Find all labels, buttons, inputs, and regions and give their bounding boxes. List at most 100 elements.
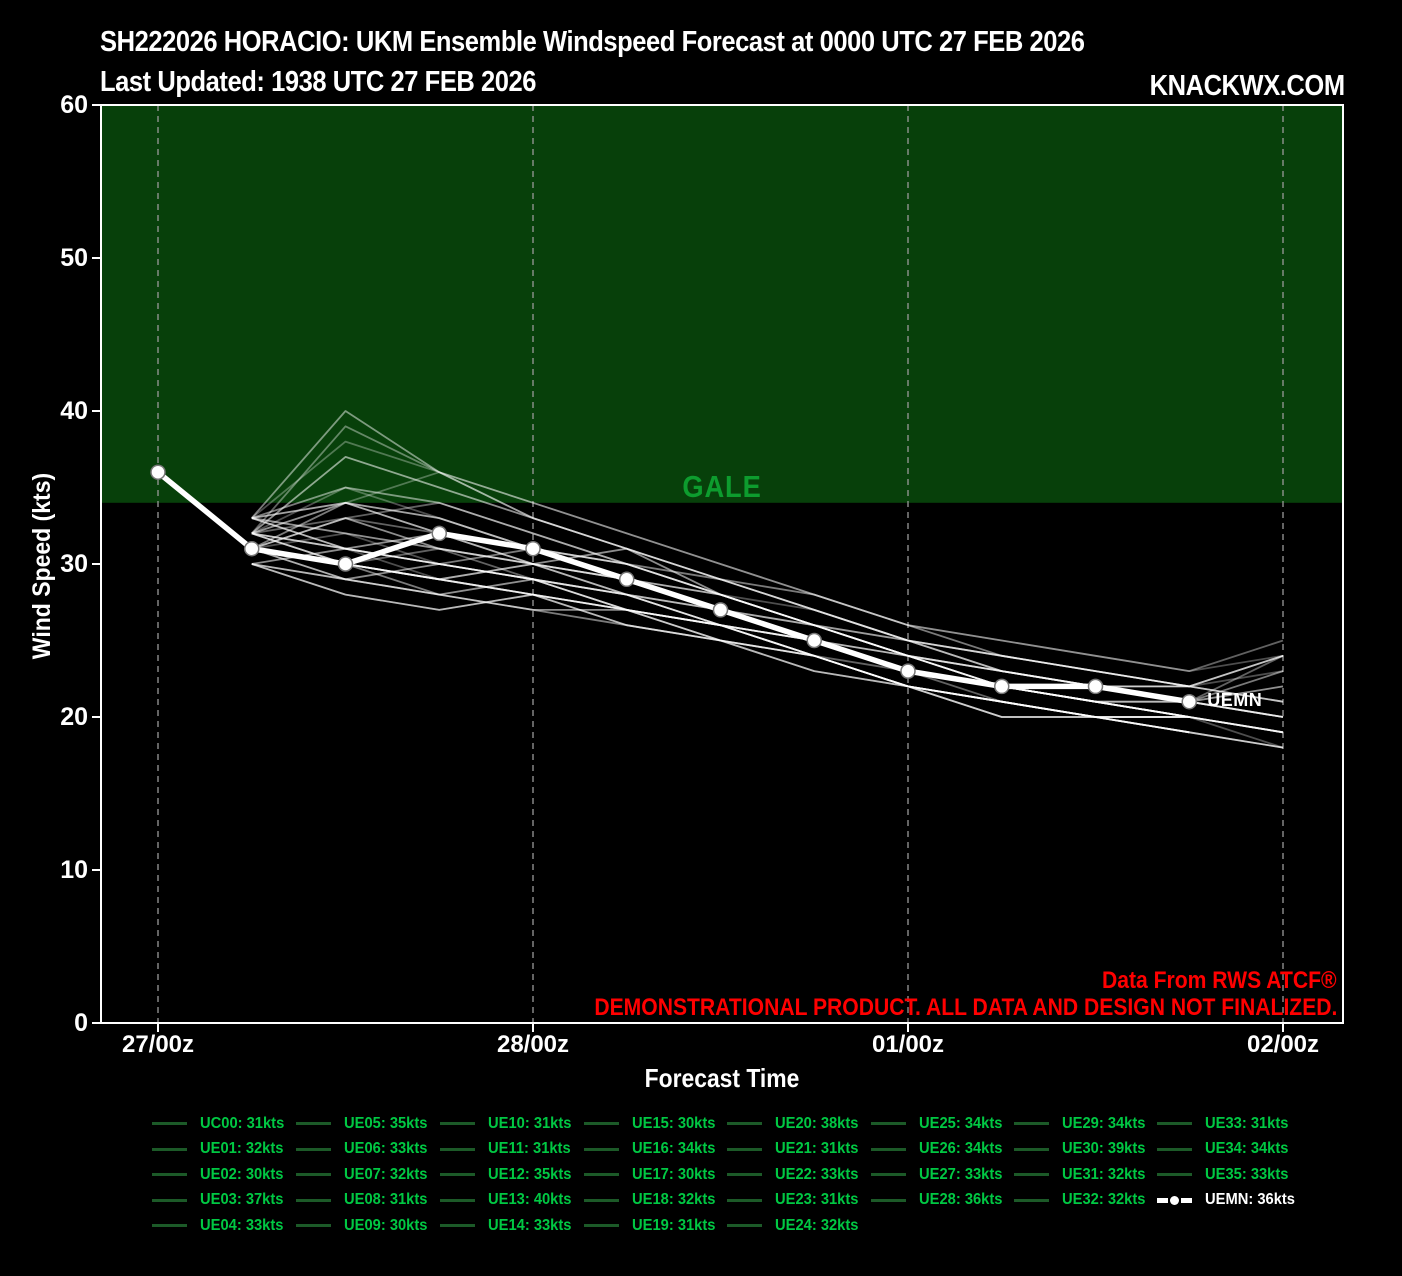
member-line-swatch (1157, 1122, 1192, 1126)
legend-label-UE16: UE16: 34kts (632, 1140, 716, 1158)
member-line-swatch (440, 1224, 475, 1228)
legend-entry-UE11: UE11: 31kts (440, 1137, 579, 1163)
member-line-swatch (296, 1224, 331, 1228)
legend-entry-UE06: UE06: 33kts (296, 1137, 435, 1163)
member-line-UE28 (251, 471, 1284, 703)
member-line-swatch (296, 1122, 331, 1126)
legend-label-UE25: UE25: 34kts (919, 1114, 1003, 1132)
y-tick-label-0: 0 (74, 1009, 88, 1037)
mean-line-uemn (156, 470, 1190, 705)
member-line-swatch (152, 1224, 187, 1228)
legend-column-5: UE20: 38kts UE21: 31kts UE22: 33kts UE23: 3… (727, 1111, 866, 1239)
legend-column-8: UE33: 31kts UE34: 34kts UE35: 33kts UEMN: 3… (1157, 1111, 1303, 1213)
member-line-UE03 (251, 455, 1284, 688)
legend-label-UE15: UE15: 30kts (632, 1114, 716, 1132)
member-line-swatch (1014, 1147, 1049, 1151)
mean-marker (1181, 693, 1197, 710)
y-tick-label-30: 30 (60, 550, 88, 578)
legend-entry-UE23: UE23: 31kts (727, 1188, 866, 1214)
legend-entry-UE12: UE12: 35kts (440, 1162, 579, 1188)
legend-label-UE30: UE30: 39kts (1062, 1140, 1146, 1158)
member-line-UE13 (251, 410, 1284, 688)
legend-entry-UE22: UE22: 33kts (727, 1162, 866, 1188)
member-line-swatch (584, 1198, 619, 1202)
legend-label-UE20: UE20: 38kts (775, 1114, 859, 1132)
legend-label-UE31: UE31: 32kts (1062, 1165, 1146, 1183)
mean-marker (1087, 678, 1104, 695)
member-line-swatch (440, 1147, 475, 1151)
member-line-swatch (440, 1122, 475, 1126)
member-line-UE35 (251, 517, 1284, 734)
y-tick-label-50: 50 (60, 244, 88, 272)
member-line-swatch (871, 1198, 906, 1202)
legend-entry-UE18: UE18: 32kts (584, 1188, 723, 1214)
legend-entry-UE21: UE21: 31kts (727, 1137, 866, 1163)
legend-label-UE22: UE22: 33kts (775, 1165, 859, 1183)
axis-tick-marks (92, 104, 1284, 1032)
brand-watermark: KNACKWX.COM (1149, 70, 1345, 102)
legend-entry-UE24: UE24: 32kts (727, 1213, 866, 1239)
member-line-swatch (871, 1122, 906, 1126)
member-line-UE19 (251, 547, 1190, 718)
legend-label-UE13: UE13: 40kts (488, 1191, 572, 1209)
legend-label-UE10: UE10: 31kts (488, 1114, 572, 1132)
legend-label-UE07: UE07: 32kts (344, 1165, 428, 1183)
gale-zone-label: GALE (682, 469, 762, 504)
legend-column-4: UE15: 30kts UE16: 34kts UE17: 30kts UE18: 3… (584, 1111, 723, 1239)
member-line-swatch (152, 1147, 187, 1151)
member-line-swatch (727, 1224, 762, 1228)
member-line-swatch (871, 1173, 906, 1177)
legend-entry-UE27: UE27: 33kts (871, 1162, 1010, 1188)
legend-label-UE24: UE24: 32kts (775, 1216, 859, 1234)
legend-entry-UE09: UE09: 30kts (296, 1213, 435, 1239)
legend-entry-UE05: UE05: 35kts (296, 1111, 435, 1137)
member-line-swatch (584, 1224, 619, 1228)
member-line-swatch (296, 1147, 331, 1151)
legend-column-3: UE10: 31kts UE11: 31kts UE12: 35kts UE13: 4… (440, 1111, 579, 1239)
member-line-swatch (152, 1173, 187, 1177)
mean-marker (619, 571, 635, 588)
legend-column-7: UE29: 34kts UE30: 39kts UE31: 32kts UE32: 3… (1014, 1111, 1153, 1213)
mean-marker (244, 540, 260, 557)
legend-label-UE03: UE03: 37kts (200, 1191, 284, 1209)
day-gridlines (157, 105, 1284, 1023)
legend-entry-UE13: UE13: 40kts (440, 1188, 579, 1214)
member-line-UE05 (251, 486, 1284, 703)
mean-marker (150, 464, 166, 480)
x-tick-label-01/00z: 01/00z (871, 1031, 945, 1058)
legend-entry-UE01: UE01: 32kts (152, 1137, 292, 1163)
member-line-swatch (727, 1198, 762, 1202)
legend-column-1: UC00: 31kts UE01: 32kts UE02: 30kts UE03: 3… (152, 1111, 292, 1239)
legend-entry-UE31: UE31: 32kts (1014, 1162, 1153, 1188)
legend-label-UE18: UE18: 32kts (632, 1191, 716, 1209)
legend-label-UE11: UE11: 31kts (488, 1140, 571, 1158)
legend-label-UE08: UE08: 31kts (344, 1191, 428, 1209)
legend-entry-UE19: UE19: 31kts (584, 1213, 723, 1239)
member-line-swatch (1157, 1147, 1192, 1151)
legend-entry-UE03: UE03: 37kts (152, 1188, 292, 1214)
legend-entry-UE32: UE32: 32kts (1014, 1188, 1153, 1214)
member-line-swatch (1014, 1122, 1049, 1126)
legend-entry-UE16: UE16: 34kts (584, 1137, 723, 1163)
legend-label-UE27: UE27: 33kts (919, 1165, 1003, 1183)
member-line-swatch (727, 1122, 762, 1126)
legend-entry-UE17: UE17: 30kts (584, 1162, 723, 1188)
y-tick-label-10: 10 (60, 856, 88, 884)
legend-entry-UE30: UE30: 39kts (1014, 1137, 1153, 1163)
legend-label-UE35: UE35: 33kts (1205, 1165, 1289, 1183)
legend-label-UE02: UE02: 30kts (200, 1165, 284, 1183)
legend-entry-UE25: UE25: 34kts (871, 1111, 1010, 1137)
member-line-UE30 (251, 425, 1284, 672)
legend-entry-UE08: UE08: 31kts (296, 1188, 435, 1214)
legend-label-UE17: UE17: 30kts (632, 1165, 716, 1183)
member-line-swatch (440, 1198, 475, 1202)
legend-entry-UE07: UE07: 32kts (296, 1162, 435, 1188)
legend-label-UE19: UE19: 31kts (632, 1216, 716, 1234)
member-line-swatch (727, 1173, 762, 1177)
x-axis-title: Forecast Time (644, 1063, 800, 1093)
member-line-UE23 (251, 547, 1190, 718)
mean-marker (337, 556, 354, 572)
y-tick-label-20: 20 (60, 703, 88, 731)
x-tick-label-28/00z: 28/00z (496, 1031, 570, 1058)
